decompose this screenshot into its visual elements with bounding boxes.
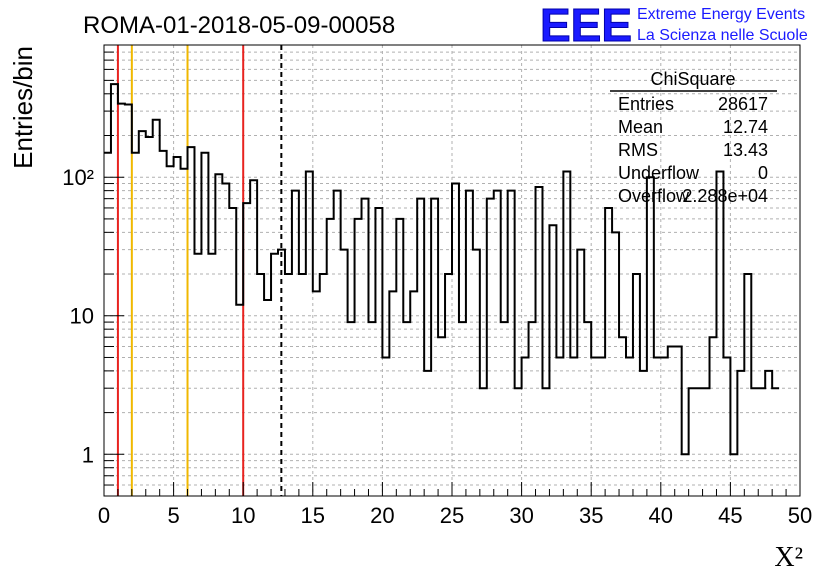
x-tick-label: 35 — [579, 503, 603, 528]
stats-label: Overflow — [618, 186, 690, 206]
eee-logo: EEE — [540, 0, 632, 51]
stats-label: RMS — [618, 140, 658, 160]
x-tick-label: 5 — [167, 503, 179, 528]
stats-value: 2.288e+04 — [682, 186, 768, 206]
stats-title: ChiSquare — [650, 69, 735, 89]
x-tick-label: 45 — [718, 503, 742, 528]
y-tick-label: 10 — [70, 304, 94, 329]
chart-title: ROMA-01-2018-05-09-00058 — [83, 12, 395, 39]
stats-label: Entries — [618, 94, 674, 114]
stats-value: 28617 — [718, 94, 768, 114]
x-tick-labels: 0 5 10 15 20 25 30 35 40 45 50 — [98, 503, 812, 528]
histogram-line — [104, 83, 780, 456]
x-tick-label: 30 — [509, 503, 533, 528]
y-tick-label: 10² — [62, 165, 94, 190]
logo-line-1: Extreme Energy Events — [637, 6, 805, 23]
axis-ticks — [103, 44, 801, 497]
stats-value: 12.74 — [723, 117, 768, 137]
x-tick-label: 40 — [649, 503, 673, 528]
x-tick-label: 0 — [98, 503, 110, 528]
stats-value: 13.43 — [723, 140, 768, 160]
stats-value: 0 — [758, 163, 768, 183]
logo-line-2: La Scienza nelle Scuole — [637, 27, 808, 44]
stats-label: Mean — [618, 117, 663, 137]
stats-box: ChiSquare Entries 28617 Mean 12.74 RMS 13.43 U… — [610, 69, 777, 206]
y-tick-label: 1 — [82, 442, 94, 467]
x-tick-label: 25 — [440, 503, 464, 528]
x-tick-label: 50 — [788, 503, 812, 528]
y-axis-label: Entries/bin — [8, 46, 38, 169]
y-tick-labels: 1 10 10² — [62, 165, 94, 467]
x-axis-label: X² — [774, 542, 803, 572]
x-tick-label: 15 — [301, 503, 325, 528]
x-tick-label: 10 — [231, 503, 255, 528]
x-tick-label: 20 — [370, 503, 394, 528]
stats-label: Underflow — [618, 163, 700, 183]
